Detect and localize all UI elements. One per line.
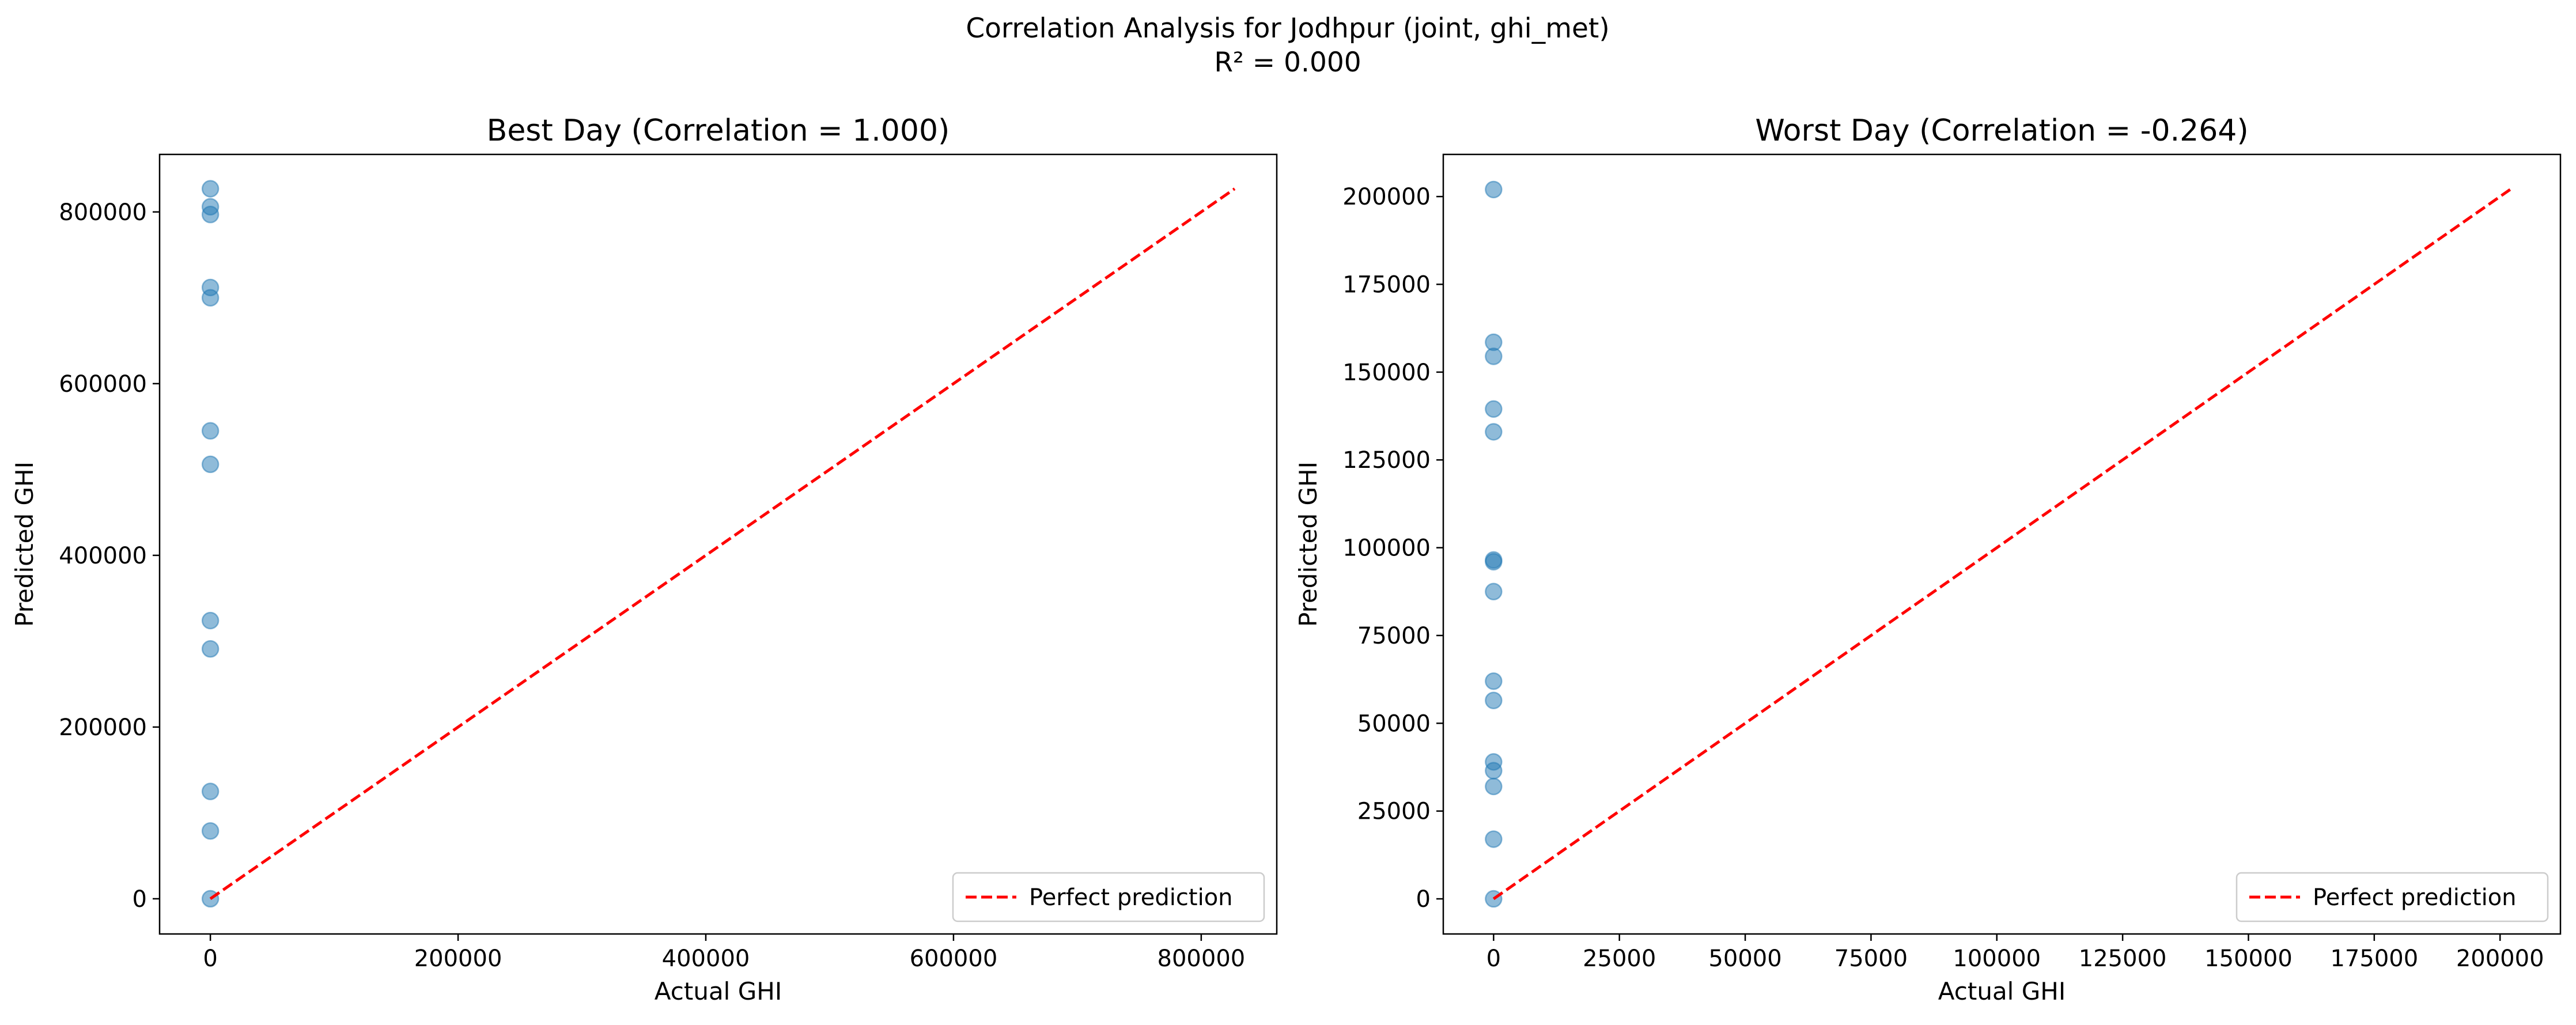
y-tick-label: 25000 <box>1357 799 1431 825</box>
x-tick-label: 200000 <box>414 945 502 972</box>
axes-frame <box>1442 153 2562 935</box>
y-tick-label: 125000 <box>1342 447 1431 474</box>
data-point <box>201 611 220 630</box>
y-tick-label: 400000 <box>59 543 147 569</box>
y-axis-label: Predicted GHI <box>10 462 39 627</box>
data-point <box>1485 583 1503 601</box>
x-tick-label: 150000 <box>2204 945 2293 972</box>
perfect-prediction-line <box>209 187 1236 900</box>
x-axis-label: Actual GHI <box>655 977 782 1005</box>
x-axis-label: Actual GHI <box>1938 977 2066 1005</box>
y-tick-label: 75000 <box>1357 623 1431 649</box>
y-tick-label: 175000 <box>1342 272 1431 298</box>
data-point <box>1485 762 1503 780</box>
x-tick-label: 125000 <box>2079 945 2167 972</box>
y-axis-label: Predicted GHI <box>1294 462 1322 627</box>
x-tick-label: 25000 <box>1583 945 1656 972</box>
data-point <box>1485 423 1503 441</box>
axes-frame <box>158 153 1278 935</box>
y-tick-label: 800000 <box>59 199 147 226</box>
x-tick-label: 50000 <box>1708 945 1781 972</box>
legend-box <box>2235 872 2549 922</box>
data-point <box>201 206 220 224</box>
x-tick-label: 0 <box>203 945 217 972</box>
data-point <box>1485 553 1503 571</box>
x-tick-label: 100000 <box>1953 945 2041 972</box>
data-point <box>1485 347 1503 365</box>
x-tick-label: 600000 <box>910 945 998 972</box>
x-tick-label: 800000 <box>1158 945 1246 972</box>
x-tick-label: 400000 <box>662 945 750 972</box>
data-point <box>201 822 220 840</box>
y-tick-label: 100000 <box>1342 535 1431 562</box>
legend: Perfect prediction <box>952 872 1265 922</box>
x-tick-label: 200000 <box>2456 945 2544 972</box>
data-point <box>201 289 220 307</box>
data-point <box>1485 691 1503 709</box>
data-point <box>1485 830 1503 848</box>
data-point <box>201 422 220 440</box>
data-point <box>201 180 220 198</box>
worst-day-plot: Worst Day (Correlation = -0.264) 0 25000 50… <box>1294 114 2562 1005</box>
y-tick-label: 0 <box>133 886 147 913</box>
y-tick-label: 600000 <box>59 371 147 398</box>
figure-subtitle: R² = 0.000 <box>1214 47 1361 78</box>
y-tick-label: 150000 <box>1342 360 1431 386</box>
data-point <box>1485 400 1503 418</box>
best-day-plot: Best Day (Correlation = 1.000) 0 200000 400… <box>10 114 1278 1005</box>
x-tick-label: 0 <box>1486 945 1501 972</box>
legend: Perfect prediction <box>2235 872 2549 922</box>
figure-title: Correlation Analysis for Jodhpur (joint,… <box>966 13 1609 44</box>
legend-label: Perfect prediction <box>2313 884 2517 911</box>
y-tick-label: 0 <box>1416 886 1431 913</box>
plot-title: Worst Day (Correlation = -0.264) <box>1755 114 2248 148</box>
y-tick-label: 200000 <box>1342 184 1431 210</box>
legend-label: Perfect prediction <box>1029 884 1233 911</box>
data-point <box>1485 672 1503 690</box>
perfect-prediction-line <box>1492 188 2511 901</box>
data-point <box>1485 777 1503 796</box>
y-tick-label: 200000 <box>59 714 147 741</box>
legend-box <box>952 872 1265 922</box>
data-point <box>201 640 220 658</box>
data-point <box>201 782 220 800</box>
data-point <box>201 455 220 474</box>
x-tick-label: 175000 <box>2330 945 2418 972</box>
y-tick-label: 50000 <box>1357 710 1431 737</box>
x-tick-label: 75000 <box>1834 945 1908 972</box>
plot-title: Best Day (Correlation = 1.000) <box>487 114 950 148</box>
data-point <box>1485 180 1503 199</box>
